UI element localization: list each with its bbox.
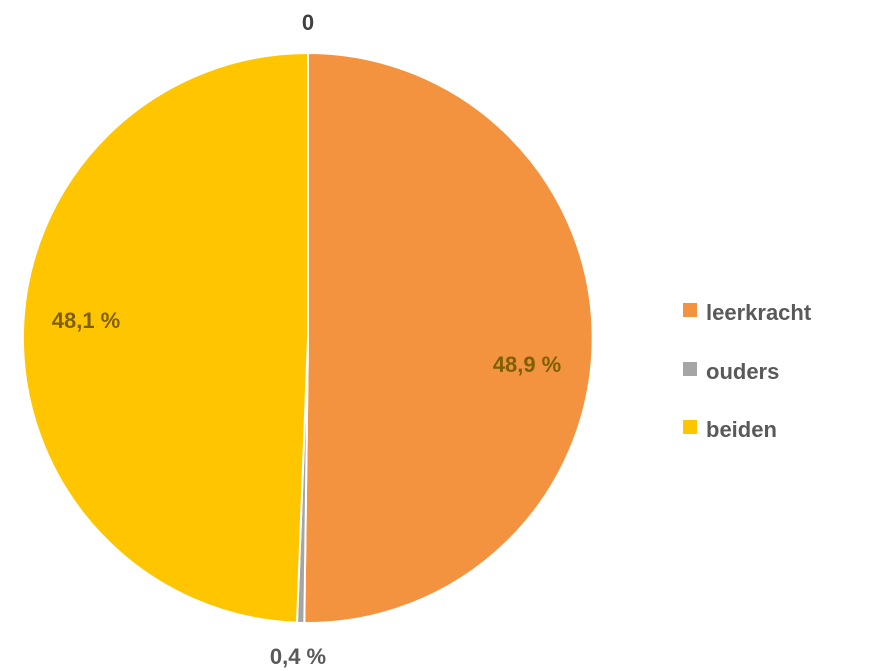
legend-item-leerkracht: leerkracht [683, 300, 812, 325]
legend-swatch-leerkracht [683, 303, 697, 317]
legend-label-beiden: beiden [706, 417, 777, 442]
legend-item-beiden: beiden [683, 417, 777, 442]
pie-slice-leerkracht [303, 51, 594, 624]
pie-data-labels: 0 48,9 % 0,4 % 48,1 % [52, 10, 562, 669]
legend-swatch-beiden [683, 420, 697, 434]
data-label-beiden: 48,1 % [52, 308, 121, 333]
legend-label-leerkracht: leerkracht [706, 300, 812, 325]
data-label-ouders: 0,4 % [270, 644, 326, 669]
pie-slices [21, 51, 594, 624]
legend-swatch-ouders [683, 362, 697, 376]
legend-label-ouders: ouders [706, 359, 779, 384]
top-zero-label: 0 [302, 10, 314, 35]
data-label-leerkracht: 48,9 % [493, 352, 562, 377]
legend: leerkracht ouders beiden [683, 300, 812, 442]
pie-slice-beiden [21, 51, 309, 624]
legend-item-ouders: ouders [683, 359, 779, 384]
